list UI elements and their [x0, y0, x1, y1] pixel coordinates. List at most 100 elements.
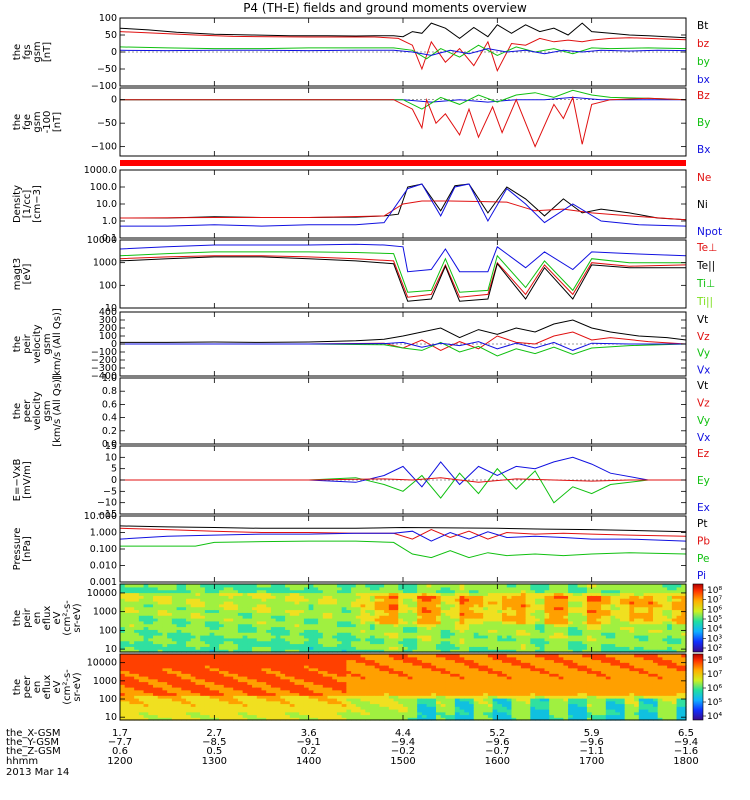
- heatmap-cell: [280, 649, 286, 653]
- heatmap-cell: [421, 640, 428, 645]
- heatmap-cell: [299, 656, 305, 661]
- heatmap-cell: [440, 626, 447, 630]
- heatmap-cell: [624, 598, 630, 602]
- heatmap-cell: [497, 618, 503, 622]
- heatmap-cell: [200, 606, 206, 611]
- heatmap-cell: [615, 615, 621, 619]
- heatmap-cell: [332, 673, 338, 677]
- heatmap-cell: [294, 711, 300, 716]
- heatmap-cell: [285, 589, 291, 594]
- heatmap-cell: [365, 646, 371, 650]
- heatmap-cell: [520, 626, 527, 630]
- heatmap-cell: [369, 649, 376, 653]
- heatmap-cell: [275, 656, 281, 661]
- heatmap-cell: [252, 681, 258, 685]
- heatmap-cell: [487, 586, 494, 591]
- heatmap-cell: [157, 667, 164, 672]
- heatmap-cell: [327, 584, 333, 588]
- heatmap-cell: [332, 612, 338, 616]
- heatmap-cell: [450, 586, 456, 591]
- heatmap-cell: [242, 673, 248, 677]
- heatmap-cell: [369, 612, 376, 616]
- heatmap-cell: [129, 623, 135, 628]
- heatmap-cell: [190, 670, 197, 674]
- heatmap-cell: [469, 643, 475, 647]
- heatmap-cell: [572, 643, 579, 647]
- heatmap-cell: [629, 635, 635, 639]
- heatmap-cell: [303, 714, 310, 718]
- heatmap-cell: [167, 586, 173, 591]
- heatmap-cell: [285, 612, 291, 616]
- heatmap-cell: [247, 618, 253, 622]
- heatmap-cell: [167, 703, 173, 707]
- heatmap-cell: [384, 586, 390, 591]
- heatmap-cell: [252, 629, 258, 633]
- heatmap-cell: [407, 676, 414, 680]
- heatmap-cell: [346, 646, 352, 650]
- heatmap-cell: [228, 678, 234, 683]
- heatmap-cell: [426, 649, 432, 653]
- heatmap-cell: [162, 637, 168, 642]
- heatmap-cell: [138, 670, 145, 674]
- heatmap-cell: [157, 589, 164, 594]
- heatmap-cell: [530, 637, 536, 642]
- heatmap-cell: [473, 649, 480, 653]
- heatmap-cell: [657, 609, 664, 613]
- heatmap-cell: [426, 659, 432, 663]
- heatmap-cell: [459, 612, 465, 616]
- heatmap-cell: [638, 609, 645, 613]
- heatmap-cell: [586, 646, 593, 650]
- heatmap-cell: [171, 684, 178, 688]
- heatmap-cell: [469, 632, 475, 636]
- heatmap-cell: [219, 643, 225, 647]
- heatmap-cell: [195, 695, 201, 699]
- heatmap-cell: [563, 586, 569, 591]
- heatmap-cell: [426, 595, 432, 599]
- heatmap-cell: [318, 711, 324, 716]
- heatmap-cell: [303, 615, 310, 619]
- heatmap-cell: [200, 598, 206, 602]
- heatmap-cell: [450, 629, 456, 633]
- heatmap-cell: [379, 681, 385, 685]
- y-axis-label-line: (cm²-s-: [62, 600, 73, 636]
- heatmap-cell: [322, 695, 329, 699]
- heatmap-cell: [379, 620, 385, 625]
- heatmap-cell: [436, 687, 442, 691]
- heatmap-cell: [586, 623, 593, 628]
- heatmap-cell: [167, 606, 173, 611]
- heatmap-cell: [285, 662, 291, 666]
- heatmap-cell: [299, 649, 305, 653]
- heatmap-cell: [181, 670, 187, 674]
- heatmap-cell: [369, 598, 376, 602]
- heatmap-cell: [351, 586, 357, 591]
- heatmap-cell: [407, 629, 414, 633]
- heatmap-cell: [336, 717, 343, 721]
- heatmap-cell: [619, 589, 626, 594]
- heatmap-cell: [572, 592, 579, 596]
- heatmap-cell: [431, 640, 437, 645]
- heatmap-cell: [247, 643, 253, 647]
- heatmap-cell: [459, 592, 465, 596]
- heatmap-cell: [261, 612, 267, 616]
- heatmap-cell: [247, 612, 253, 616]
- heatmap-cell: [176, 667, 182, 672]
- heatmap-cell: [204, 667, 211, 672]
- heatmap-cell: [388, 700, 395, 705]
- heatmap-cell: [195, 618, 201, 622]
- heatmap-cell: [388, 703, 395, 707]
- heatmap-cell: [195, 714, 201, 718]
- heatmap-cell: [228, 717, 234, 721]
- heatmap-cell: [634, 629, 640, 633]
- heatmap-cell: [384, 643, 390, 647]
- heatmap-cell: [134, 615, 140, 619]
- heatmap-cell: [252, 706, 258, 710]
- heatmap-cell: [440, 714, 447, 718]
- heatmap-cell: [384, 637, 390, 642]
- heatmap-cell: [143, 706, 149, 710]
- heatmap-cell: [374, 595, 381, 599]
- y-tick-label: 10: [105, 303, 117, 314]
- heatmap-cell: [525, 615, 531, 619]
- heatmap-cell: [407, 656, 414, 661]
- heatmap-cell: [280, 698, 286, 702]
- legend-entry: bx: [697, 74, 710, 86]
